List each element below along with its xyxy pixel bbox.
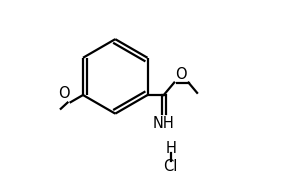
Text: H: H <box>165 142 176 156</box>
Text: O: O <box>58 86 70 101</box>
Text: O: O <box>175 67 187 82</box>
Text: NH: NH <box>153 117 175 131</box>
Text: Cl: Cl <box>164 159 178 174</box>
